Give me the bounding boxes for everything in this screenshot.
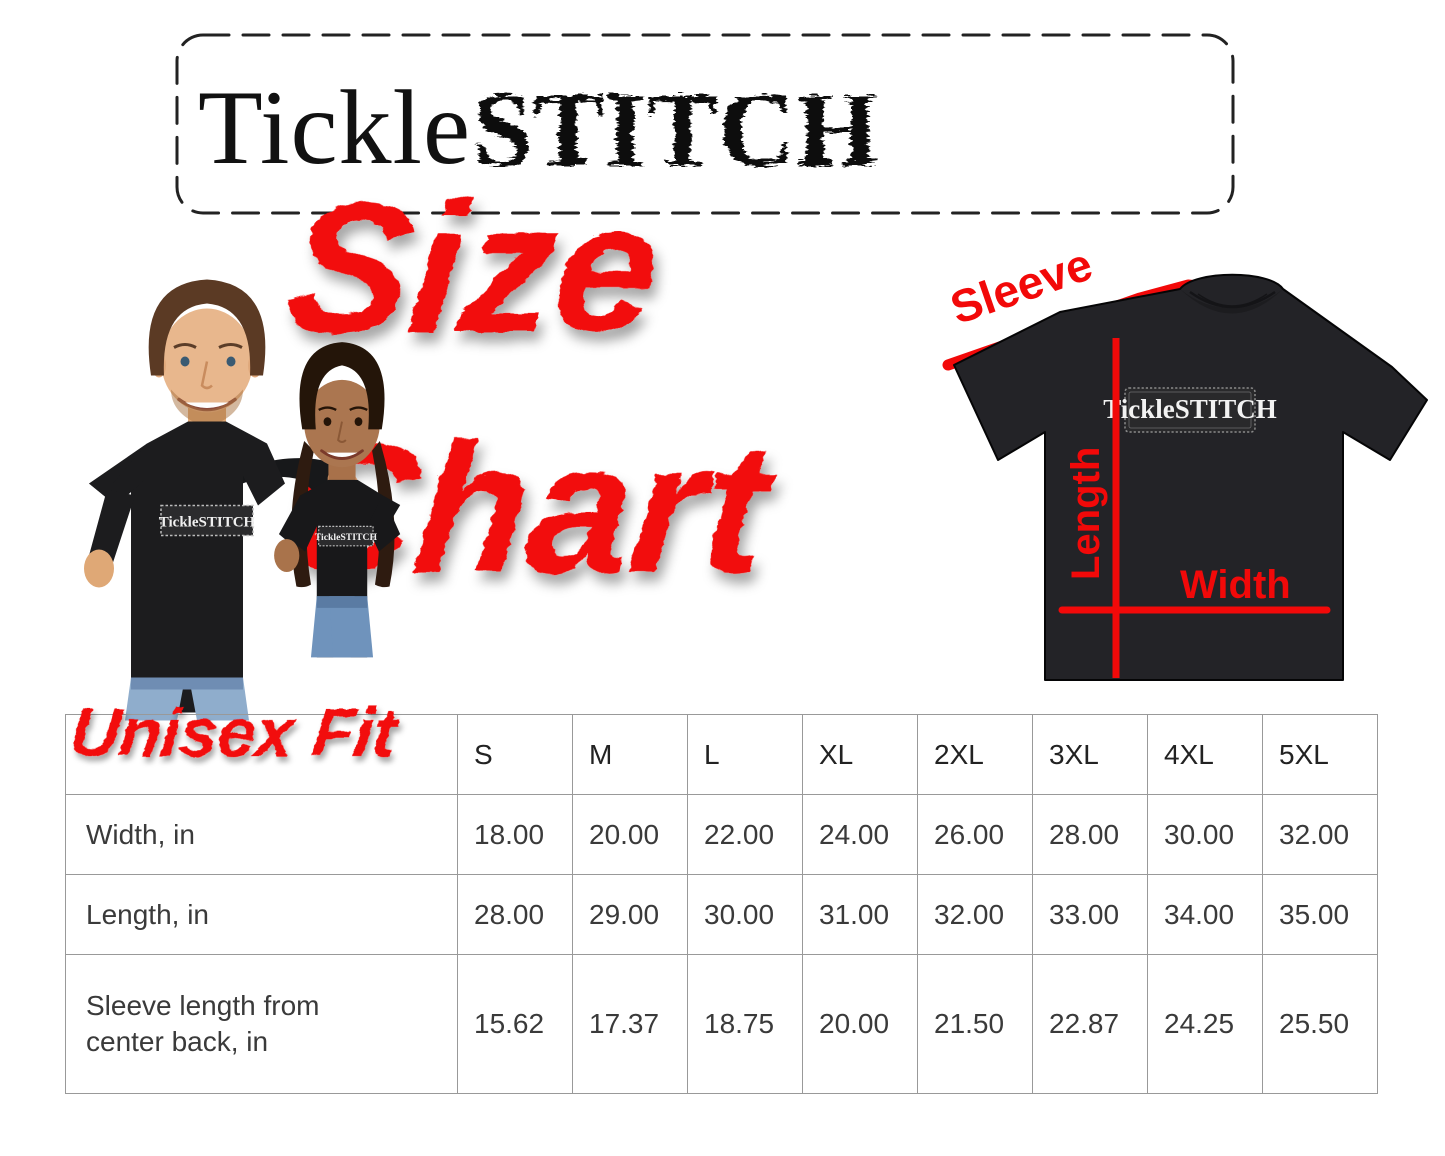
svg-text:Length: Length: [1064, 447, 1108, 580]
svg-text:TickleSTITCH: TickleSTITCH: [159, 515, 256, 531]
svg-text:TickleSTITCH: TickleSTITCH: [315, 532, 378, 543]
svg-text:Width: Width: [1180, 563, 1291, 607]
svg-text:TickleSTITCH: TickleSTITCH: [1103, 394, 1277, 424]
